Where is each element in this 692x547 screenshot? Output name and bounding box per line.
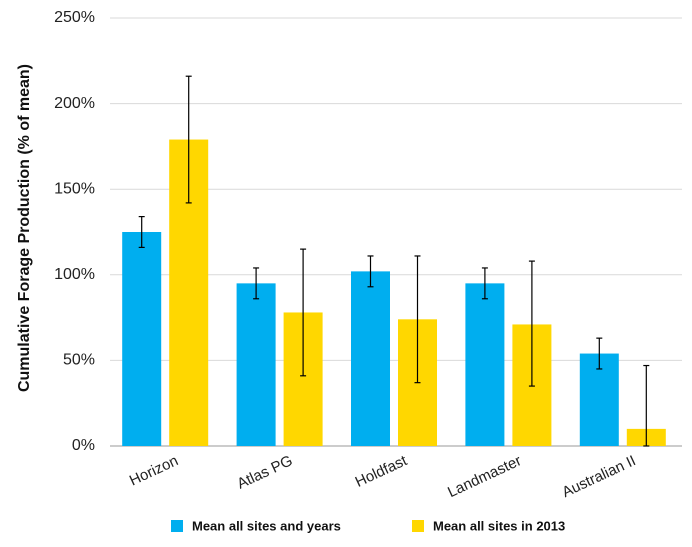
legend-label: Mean all sites and years — [192, 518, 341, 533]
legend-swatch — [171, 520, 183, 532]
bars — [122, 139, 666, 446]
y-axis-title: Cumulative Forage Production (% of mean) — [16, 64, 33, 392]
bar-landmaster-series-1 — [465, 283, 505, 446]
bar-holdfast-series-1 — [351, 271, 390, 446]
y-tick-label: 200% — [54, 95, 95, 112]
x-tick-label: Atlas PG — [234, 452, 295, 492]
bar-atlas-pg-series-1 — [236, 283, 276, 446]
x-tick-label: Horizon — [127, 452, 181, 489]
x-tick-label: Australian II — [560, 452, 639, 501]
y-tick-label: 50% — [63, 352, 95, 369]
legend: Mean all sites and years Mean all sites i… — [171, 518, 565, 533]
y-tick-label: 250% — [54, 9, 95, 26]
error-bars — [138, 75, 650, 447]
x-tick-label: Landmaster — [445, 452, 524, 501]
legend-swatch — [412, 520, 424, 532]
bar-horizon-series-1 — [122, 232, 162, 446]
legend-label: Mean all sites in 2013 — [433, 518, 565, 533]
y-tick-label: 150% — [54, 180, 95, 197]
x-tick-label: Holdfast — [353, 452, 411, 491]
y-tick-label: 0% — [72, 437, 95, 454]
y-tick-label: 100% — [54, 266, 95, 283]
